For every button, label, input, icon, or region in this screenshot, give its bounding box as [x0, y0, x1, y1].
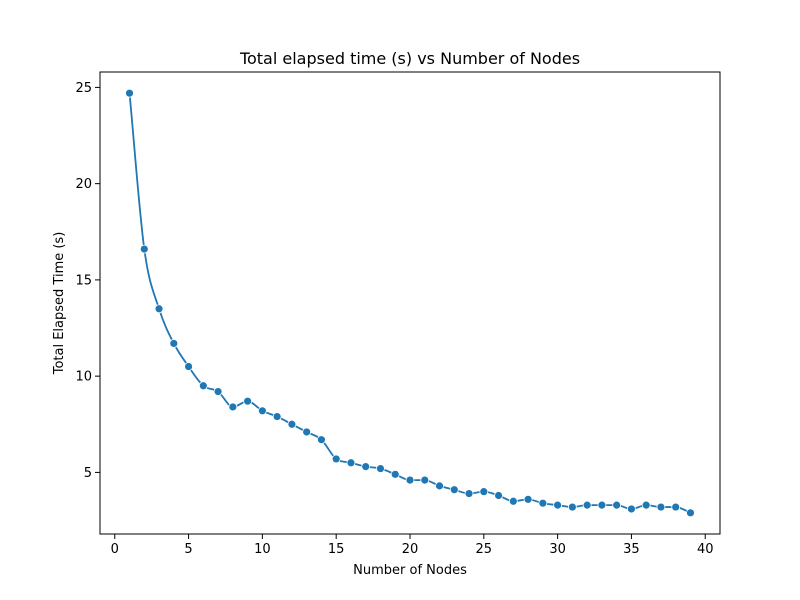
- x-tick-label: 15: [328, 542, 345, 557]
- data-point: [686, 508, 695, 518]
- data-point: [508, 496, 518, 506]
- x-tick-label: 10: [254, 542, 271, 557]
- data-point: [612, 500, 622, 510]
- data-point: [641, 500, 651, 510]
- data-point: [449, 485, 459, 495]
- data-point: [257, 406, 267, 416]
- data-point: [479, 487, 489, 497]
- data-point: [627, 504, 636, 514]
- y-tick-label: 25: [75, 81, 92, 96]
- x-tick-label: 35: [623, 542, 640, 557]
- data-point: [198, 381, 208, 391]
- data-point: [405, 475, 415, 485]
- data-point: [125, 88, 134, 98]
- data-point: [567, 502, 577, 512]
- x-tick-label: 25: [476, 542, 493, 557]
- data-point: [317, 435, 326, 445]
- data-point: [287, 419, 297, 429]
- x-tick-label: 40: [697, 542, 714, 557]
- data-point: [656, 502, 666, 512]
- y-axis-label: Total Elapsed Time (s): [52, 232, 67, 376]
- x-tick-label: 20: [402, 542, 419, 557]
- data-point: [376, 464, 385, 473]
- data-point: [435, 481, 444, 491]
- data-point: [523, 494, 533, 504]
- data-point: [272, 412, 282, 421]
- data-point: [302, 427, 312, 437]
- data-point: [243, 396, 253, 406]
- data-point: [597, 500, 607, 510]
- data-point: [228, 402, 238, 412]
- data-point: [390, 469, 400, 479]
- plot-area: 0 5 10 15 20 25 30 35 40 5 10 15 20 25: [75, 71, 721, 557]
- x-axis-ticks: 0 5 10 15 20 25 30 35 40: [111, 534, 714, 557]
- data-point: [494, 491, 503, 500]
- data-point: [582, 500, 592, 510]
- y-tick-label: 5: [84, 466, 92, 481]
- data-point: [538, 498, 548, 508]
- x-tick-label: 5: [184, 542, 192, 557]
- data-point: [553, 500, 563, 510]
- y-axis-ticks: 5 10 15 20 25: [75, 81, 100, 481]
- chart-title: Total elapsed time (s) vs Number of Node…: [239, 49, 580, 68]
- x-tick-label: 0: [111, 542, 119, 557]
- y-tick-label: 20: [75, 177, 92, 192]
- x-axis-label: Number of Nodes: [353, 563, 467, 578]
- x-tick-label: 30: [549, 542, 566, 557]
- data-point: [213, 387, 223, 396]
- data-point: [346, 458, 356, 468]
- data-point: [139, 244, 149, 254]
- data-point: [361, 462, 371, 472]
- data-point: [184, 362, 193, 371]
- data-point: [420, 475, 430, 485]
- data-point: [464, 489, 474, 498]
- y-tick-label: 10: [75, 370, 92, 385]
- series-points: [125, 88, 695, 518]
- y-tick-label: 15: [75, 273, 92, 288]
- data-point: [154, 304, 164, 314]
- data-point: [331, 454, 341, 464]
- data-point: [671, 502, 681, 512]
- data-point: [169, 339, 179, 348]
